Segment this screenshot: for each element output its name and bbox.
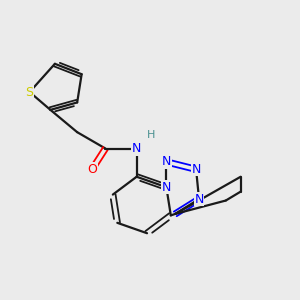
Text: N: N: [194, 193, 204, 206]
Text: O: O: [87, 163, 97, 176]
Text: N: N: [132, 142, 141, 155]
Text: N: N: [162, 181, 171, 194]
Text: N: N: [162, 155, 171, 168]
Text: S: S: [26, 85, 34, 98]
Text: N: N: [191, 163, 201, 176]
Text: H: H: [147, 130, 156, 140]
